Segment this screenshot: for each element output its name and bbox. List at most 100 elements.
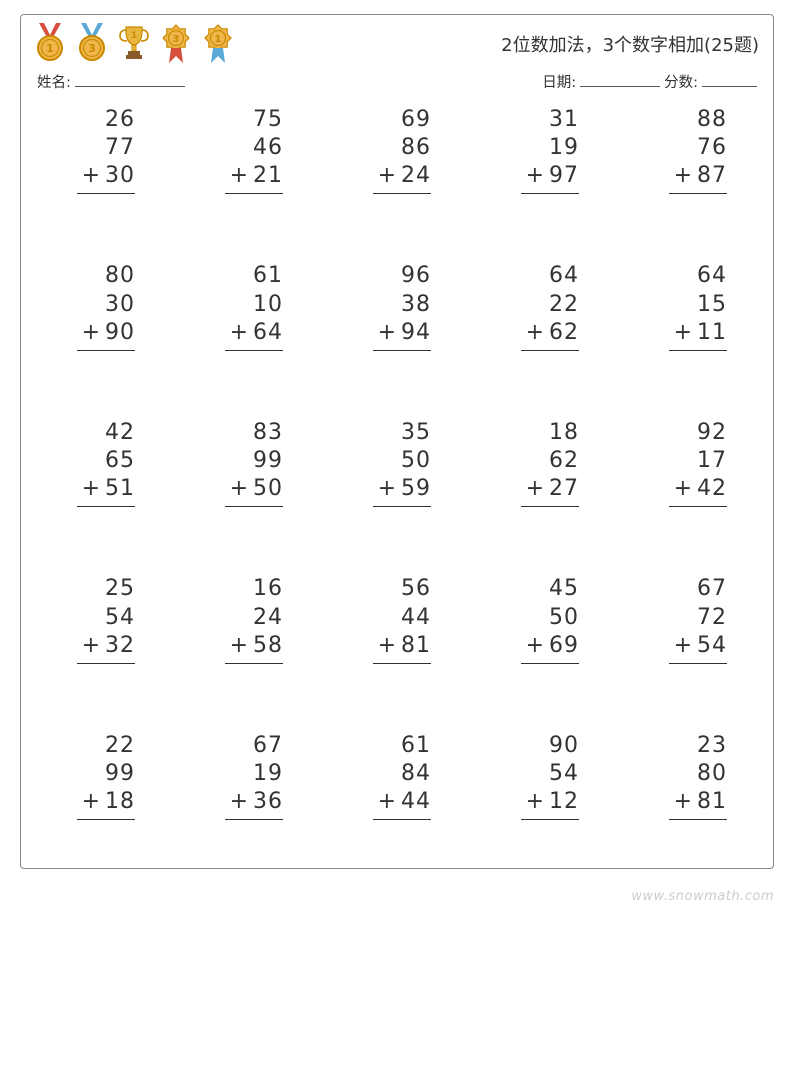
addend-2: 54 [549,760,579,788]
addend-1: 25 [105,575,135,603]
scallop-medal-3-icon: 3 [161,23,191,65]
problem-20: 6772+54 [659,575,727,687]
rule-line [77,663,135,664]
rule-line [373,663,431,664]
name-blank[interactable] [75,72,185,88]
addend-1: 80 [105,262,135,290]
addend-3-row: +18 [82,788,135,816]
medal-row: 13131 [35,23,233,65]
addend-3: 81 [697,788,727,816]
addend-3-row: +87 [674,162,727,190]
addend-2: 72 [697,604,727,632]
plus-icon: + [230,319,249,347]
plus-icon: + [674,632,693,660]
addend-3-row: +42 [674,475,727,503]
addend-3: 87 [697,162,727,190]
name-label: 姓名: [37,71,71,92]
rule-line [225,350,283,351]
addend-1: 45 [549,575,579,603]
addend-2: 10 [253,291,283,319]
addend-2: 99 [253,447,283,475]
svg-text:1: 1 [131,31,137,41]
addend-3-row: +97 [526,162,579,190]
addend-2: 15 [697,291,727,319]
problem-17: 1624+58 [215,575,283,687]
addend-3-row: +30 [82,162,135,190]
plus-icon: + [230,475,249,503]
rule-line [521,193,579,194]
problem-4: 3119+97 [511,106,579,218]
worksheet-page: 13131 2位数加法，3个数字相加(25题) 姓名: 日期: 分数: 2677… [20,14,774,869]
plus-icon: + [674,319,693,347]
addend-2: 80 [697,760,727,788]
problem-15: 9217+42 [659,419,727,531]
addend-3: 21 [253,162,283,190]
addend-3: 24 [401,162,431,190]
addend-3-row: +44 [378,788,431,816]
addend-1: 23 [697,732,727,760]
plus-icon: + [526,475,545,503]
addend-1: 90 [549,732,579,760]
problem-16: 2554+32 [67,575,135,687]
addend-3-row: +51 [82,475,135,503]
rule-line [225,193,283,194]
addend-1: 75 [253,106,283,134]
addend-3: 36 [253,788,283,816]
rule-line [669,193,727,194]
addend-3-row: +58 [230,632,283,660]
plus-icon: + [526,162,545,190]
ribbon-medal-3-icon: 3 [77,23,107,65]
problem-19: 4550+69 [511,575,579,687]
score-blank[interactable] [702,72,757,88]
addend-2: 50 [549,604,579,632]
addend-3-row: +64 [230,319,283,347]
plus-icon: + [378,788,397,816]
addend-1: 61 [253,262,283,290]
addend-3-row: +81 [674,788,727,816]
addend-3: 11 [697,319,727,347]
rule-line [521,663,579,664]
addend-3-row: +50 [230,475,283,503]
addend-3: 62 [549,319,579,347]
addend-3: 64 [253,319,283,347]
scallop-medal-1-icon: 1 [203,23,233,65]
addend-2: 86 [401,134,431,162]
rule-line [77,350,135,351]
problem-7: 6110+64 [215,262,283,374]
plus-icon: + [82,319,101,347]
date-blank[interactable] [580,72,660,88]
rule-line [669,350,727,351]
addend-3-row: +11 [674,319,727,347]
plus-icon: + [526,319,545,347]
addend-3-row: +62 [526,319,579,347]
addend-1: 26 [105,106,135,134]
addend-1: 42 [105,419,135,447]
plus-icon: + [230,632,249,660]
plus-icon: + [526,632,545,660]
addend-3: 50 [253,475,283,503]
plus-icon: + [82,632,101,660]
addend-1: 67 [253,732,283,760]
rule-line [225,819,283,820]
problems-grid: 2677+307546+216986+243119+978876+878030+… [35,96,759,850]
plus-icon: + [526,788,545,816]
rule-line [225,663,283,664]
addend-3: 30 [105,162,135,190]
plus-icon: + [674,162,693,190]
plus-icon: + [378,475,397,503]
addend-3: 12 [549,788,579,816]
problem-3: 6986+24 [363,106,431,218]
worksheet-title: 2位数加法，3个数字相加(25题) [501,31,759,57]
rule-line [77,819,135,820]
rule-line [521,350,579,351]
problem-2: 7546+21 [215,106,283,218]
rule-line [373,193,431,194]
problem-23: 6184+44 [363,732,431,844]
addend-1: 96 [401,262,431,290]
addend-3-row: +69 [526,632,579,660]
problem-18: 5644+81 [363,575,431,687]
addend-1: 56 [401,575,431,603]
problem-1: 2677+30 [67,106,135,218]
problem-6: 8030+90 [67,262,135,374]
problem-10: 6415+11 [659,262,727,374]
